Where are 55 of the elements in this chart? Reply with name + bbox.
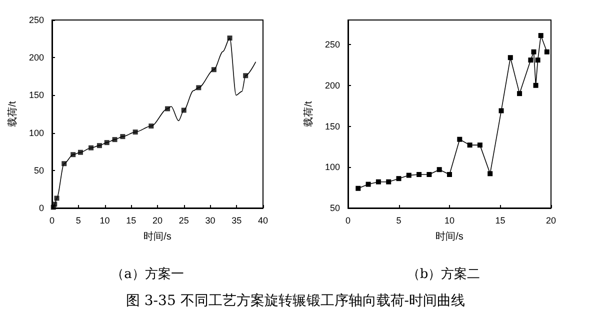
point [366, 182, 371, 187]
point [467, 142, 472, 148]
point [488, 171, 493, 176]
point [477, 142, 482, 148]
y-tick-label: 100 [28, 128, 44, 138]
y-tick-label: 0 [38, 203, 44, 213]
x-tick-label: 40 [258, 216, 268, 226]
y-axis-title: 载荷/t [302, 101, 314, 127]
x-tick-label: 15 [126, 216, 136, 226]
y-tick-label: 150 [324, 121, 340, 132]
point [396, 176, 402, 182]
y-tick-label: 250 [324, 40, 340, 50]
point [517, 91, 522, 96]
point [447, 172, 452, 177]
point [528, 58, 534, 63]
x-tick-label: 15 [495, 216, 506, 226]
point [544, 49, 550, 54]
x-tick-label: 0 [345, 216, 351, 226]
point [426, 172, 432, 177]
point [436, 167, 442, 172]
y-tick-label: 50 [330, 203, 340, 213]
point [531, 49, 536, 54]
point [538, 33, 544, 38]
y-axis-title: 载荷/t [6, 101, 18, 127]
x-axis-title: 时间/s [436, 230, 464, 242]
y-tick-label: 200 [28, 52, 44, 63]
y-tick-label: 250 [28, 15, 44, 25]
y-tick-label: 100 [324, 162, 340, 172]
x-tick-label: 35 [232, 216, 242, 226]
point [533, 82, 538, 88]
text: （a）方案一 [111, 266, 184, 282]
point [498, 108, 504, 114]
x-tick-label: 5 [76, 216, 81, 226]
y-tick-label: 200 [324, 80, 340, 90]
point [508, 55, 513, 60]
point [386, 179, 392, 184]
x-tick-label: 10 [100, 216, 110, 226]
point [376, 179, 381, 184]
text: （b）方案二 [406, 266, 480, 282]
point [356, 186, 361, 191]
x-axis-title: 时间/s [144, 230, 172, 242]
x-tick-label: 25 [178, 216, 189, 226]
x-tick-label: 5 [396, 216, 402, 226]
point [457, 136, 462, 142]
x-tick-label: 0 [49, 216, 55, 226]
y-tick-label: 50 [34, 165, 44, 176]
y-tick-label: 150 [28, 90, 44, 100]
x-tick-label: 30 [205, 216, 216, 226]
x-tick-label: 10 [444, 216, 455, 226]
x-tick-label: 20 [546, 216, 556, 226]
x-tick-label: 20 [152, 216, 163, 226]
point [416, 172, 422, 177]
point [406, 172, 412, 178]
caption: 图 3-35 不同工艺方案旋转辗锻工序轴向载荷-时间曲线 [124, 292, 466, 310]
point [535, 58, 540, 63]
